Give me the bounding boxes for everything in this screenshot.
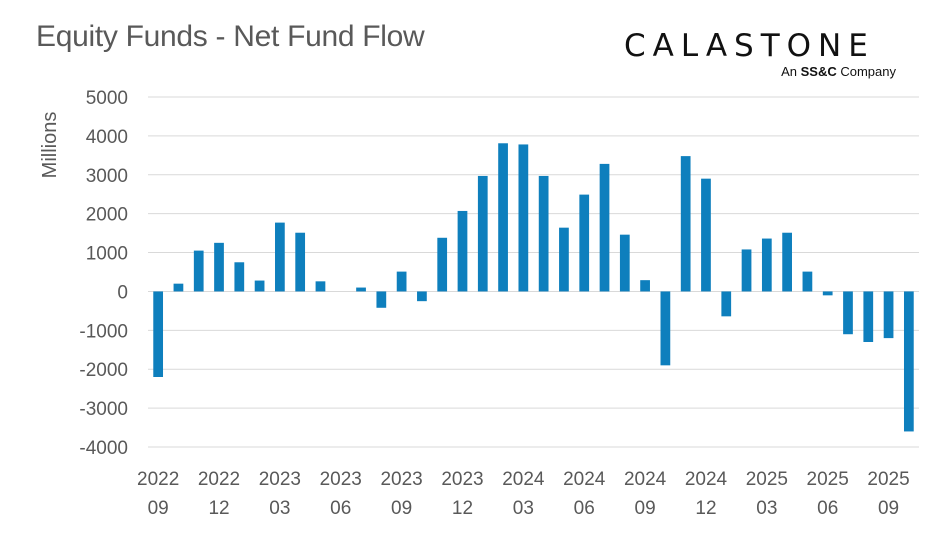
bar-2025-06 [822,291,833,296]
x-tick-month: 12 [208,498,229,519]
bar-2025-07 [843,291,853,335]
x-tick-month: 06 [817,498,838,519]
x-tick-month: 09 [635,498,656,519]
x-tick-month: 03 [269,498,290,519]
bar-2023-10 [417,291,427,302]
x-tick-month: 09 [878,498,899,519]
y-tick-label: 5000 [86,88,128,109]
y-tick-label: 4000 [86,127,128,148]
y-tick-label: 1000 [86,244,128,265]
bar-2025-03 [761,238,772,292]
bar-2024-09 [640,280,650,292]
bar-2023-03 [275,222,285,292]
chart-title: Equity Funds - Net Fund Flow [36,20,425,53]
logo-subtitle: An SS&C Company [781,64,896,79]
y-tick-label: 0 [117,282,128,303]
bar-2023-01 [234,262,245,292]
bar-2024-06 [579,194,590,292]
y-tick-label: -2000 [79,360,128,381]
bar-2025-10 [903,291,914,432]
y-axis-label: Millions [39,112,61,179]
bar-2023-09 [396,271,407,292]
bar-2024-04 [538,175,549,292]
calastone-logo: CALASTONE An SS&C Company [624,28,904,84]
y-tick-label: -3000 [79,399,128,420]
x-tick-year: 2025 [867,469,909,490]
x-tick-year: 2023 [380,469,422,490]
bar-2025-01 [721,291,732,317]
x-tick-month: 03 [513,498,534,519]
x-tick-year: 2022 [198,469,240,490]
gridlines [148,96,919,448]
bar-2024-12 [701,178,711,292]
y-tick-label: -1000 [79,321,128,342]
bar-2025-04 [782,232,792,292]
x-tick-month: 12 [452,498,473,519]
x-tick-month: 09 [391,498,412,519]
logo-wordmark: CALASTONE [624,28,875,64]
bar-2023-12 [457,210,468,292]
bar-2024-03 [518,144,529,292]
x-tick-year: 2024 [685,469,728,490]
bar-2022-12 [214,242,224,292]
logo-sub-prefix: An [781,64,801,79]
x-tick-year: 2024 [563,469,606,490]
bar-2022-11 [193,250,204,292]
logo-sub-brand: SS&C [800,64,837,79]
bar-2022-10 [173,283,184,292]
bar-2023-05 [315,281,326,292]
x-tick-month: 09 [148,498,169,519]
x-tick-month: 06 [330,498,351,519]
x-tick-year: 2023 [320,469,362,490]
x-tick-month: 12 [695,498,716,519]
bar-2023-04 [295,232,306,292]
bar-2025-02 [741,249,752,292]
bar-2023-07 [356,287,366,292]
bar-2024-07 [599,163,610,292]
y-axis-ticks: 5000 4000 3000 2000 1000 0 -1000 -2000 -3000 -400… [79,88,128,459]
bar-2025-09 [883,291,894,339]
x-tick-year: 2024 [502,469,545,490]
bar-2025-08 [863,291,874,342]
bar-2023-08 [376,291,387,308]
x-tick-year: 2025 [746,469,788,490]
x-tick-year: 2024 [624,469,667,490]
x-tick-month: 03 [756,498,777,519]
y-tick-label: -4000 [79,438,128,459]
x-tick-year: 2025 [807,469,849,490]
bar-2024-02 [498,143,508,292]
bar-2024-01 [477,175,488,292]
bar-2024-11 [680,156,691,292]
x-tick-month: 06 [574,498,595,519]
x-tick-year: 2022 [137,469,179,490]
bar-2024-10 [660,291,671,366]
logo-sub-suffix: Company [836,64,896,79]
bar-2025-05 [802,271,813,292]
y-tick-label: 3000 [86,166,128,187]
bar-2024-05 [559,227,569,292]
y-tick-label: 2000 [86,205,128,226]
bar-2023-02 [254,280,265,292]
x-axis-ticks: 2022 09 2022 12 2023 03 2023 06 2023 09 2023 12 2024… [137,469,910,519]
x-tick-year: 2023 [259,469,301,490]
bar-2022-09 [153,291,164,377]
bar-2024-08 [619,234,630,292]
bar-2023-11 [437,237,448,292]
x-tick-year: 2023 [441,469,483,490]
bars [153,143,914,432]
